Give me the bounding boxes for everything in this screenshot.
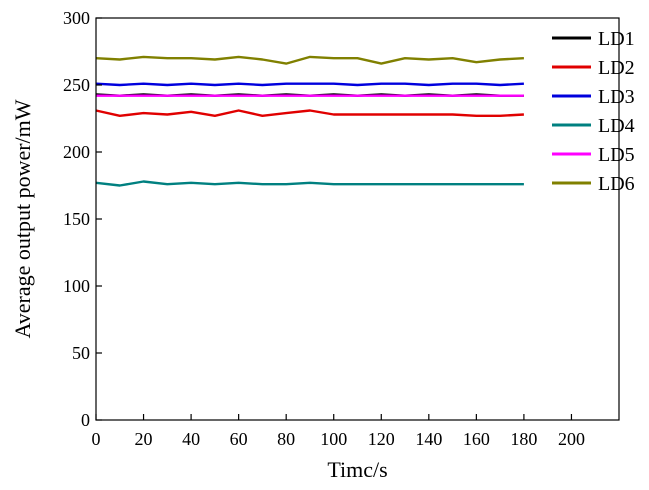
legend-label-ld3: LD3 [598,86,635,108]
x-tick-label: 180 [510,429,537,449]
x-tick-label: 60 [230,429,248,449]
x-tick-label: 140 [415,429,442,449]
legend-label-ld2: LD2 [598,57,635,79]
series-layer [95,55,524,187]
legend-label-ld4: LD4 [598,115,635,137]
legend-label-ld5: LD5 [598,144,635,166]
y-tick-label: 50 [72,343,90,363]
x-tick-label: 160 [463,429,490,449]
y-tick-label: 300 [63,8,90,28]
legend-label-ld6: LD6 [598,173,635,195]
x-tick-label: 80 [277,429,295,449]
y-tick-label: 150 [63,209,90,229]
x-tick-label: 120 [368,429,395,449]
x-tick-label: 0 [92,429,101,449]
x-tick-label: 40 [182,429,200,449]
y-tick-label: 100 [63,276,90,296]
x-tick-label: 20 [135,429,153,449]
series-line-ld6 [95,55,524,65]
ticks-layer: 0 20 40 60 80 100 120 140 160 180 200 0 50 100 150 200 2… [63,8,585,449]
legend-label-ld1: LD1 [598,28,635,50]
series-line-ld4 [95,180,524,187]
series-line-ld2 [95,109,524,118]
series-line-ld3 [95,82,524,87]
legend: LD1 LD2 LD3 LD4 LD5 LD6 [552,28,635,195]
y-tick-label: 0 [81,410,90,430]
y-tick-label: 250 [63,75,90,95]
x-axis-title: Timc/s [327,457,387,482]
x-tick-label: 200 [558,429,585,449]
x-tick-label: 100 [320,429,347,449]
y-axis-title: Average output power/mW [10,99,35,338]
y-tick-label: 200 [63,142,90,162]
